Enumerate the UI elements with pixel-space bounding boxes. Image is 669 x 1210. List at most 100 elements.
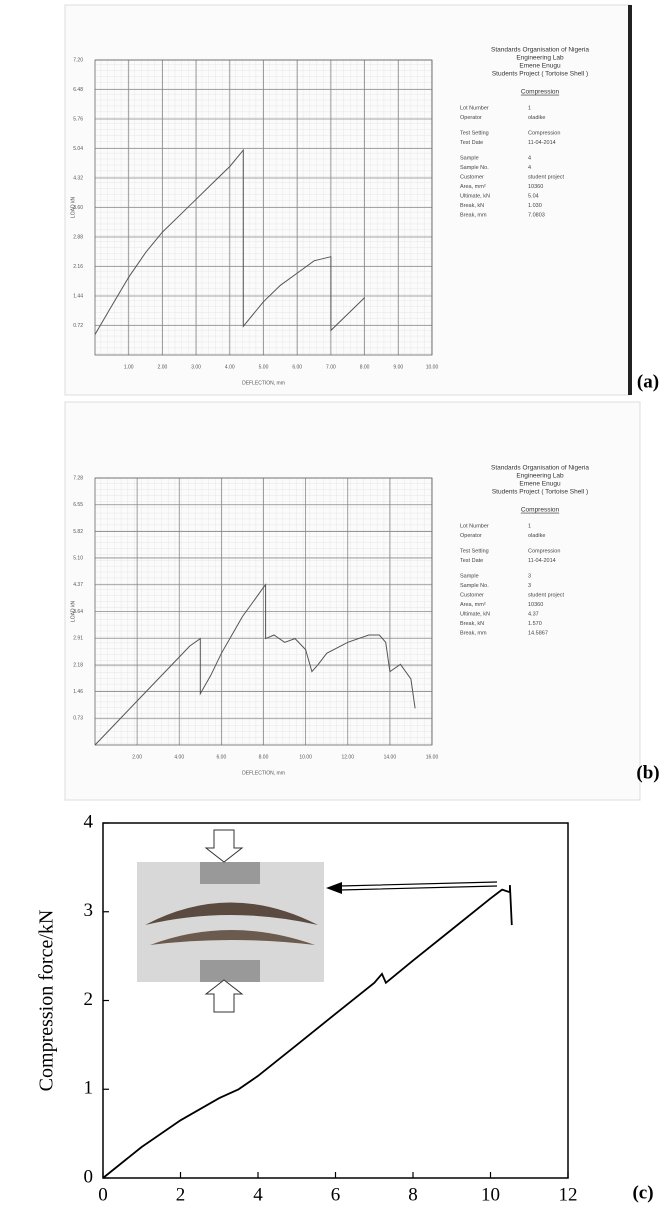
y-tick-label: 2.91 [73,636,83,642]
y-tick-label: 5.04 [73,146,83,152]
info-value: oladike [528,115,545,121]
x-tick-label: 10.00 [426,364,439,370]
info-key: Operator [460,115,482,121]
info-value: 5.04 [528,193,539,199]
y-tick-label: 4 [84,811,94,832]
x-tick-label: 6.00 [217,754,227,760]
info-key: Test Setting [460,130,489,136]
y-tick-label: 1.44 [73,293,83,299]
info-key: Sample [460,155,479,161]
info-key: Test Setting [460,548,489,554]
y-tick-label: 7.28 [73,475,83,481]
shell [145,902,318,925]
paper-edge [628,5,632,395]
annotation: Engineering Lab [516,473,564,480]
x-tick-label: 3.00 [191,364,201,370]
panel-label: (b) [636,762,659,783]
pointer [339,881,498,891]
info-key: Break, kN [460,621,484,627]
x-tick-label: 8 [408,1184,418,1205]
x-tick-label: 2.00 [132,754,142,760]
info-key: Sample No. [460,165,489,171]
info-key: Operator [460,533,482,539]
info-key: Ultimate, kN [460,193,490,199]
info-value: 4.37 [528,611,539,617]
plot-frame [94,59,433,356]
data-line [102,885,513,1179]
annotation: Standards Organisation of Nigeria [491,47,589,54]
x-tick-label: 16.00 [426,754,439,760]
shell [150,930,315,945]
x-tick-label: 8.00 [360,364,370,370]
info-heading: Compression [521,507,560,514]
info-value: 11-04-2014 [528,140,556,146]
x-tick-label: 5.00 [259,364,269,370]
info-value: 1 [528,523,531,529]
panel-label: (c) [632,1182,653,1203]
info-key: Customer [460,174,484,180]
y-tick-label: 6.48 [73,87,83,93]
y-tick-label: 0.73 [73,716,83,722]
y-tick-label: 2.18 [73,662,83,668]
info-key: Customer [460,592,484,598]
info-value: 1.570 [528,621,542,627]
x-tick-label: 0 [98,1184,108,1205]
data-line [94,148,365,335]
info-value: 10360 [528,602,543,608]
x-tick-label: 1.00 [124,364,134,370]
plot-frame [94,477,433,746]
info-value: 10360 [528,184,543,190]
info-heading: Compression [521,89,560,96]
x-tick-label: 2.00 [158,364,168,370]
x-tick-label: 8.00 [259,754,269,760]
y-tick-label: 5.76 [73,116,83,122]
y-tick-label: 3.60 [73,205,83,211]
info-value: Compression [528,130,560,136]
arrow-up [204,979,244,1013]
annotation: Emene Enugu [519,63,561,70]
info-value: 14.5867 [528,630,548,636]
y-tick-label: 4.37 [73,582,83,588]
x-tick-label: 10.00 [299,754,312,760]
x-tick-label: 10 [481,1184,500,1205]
info-value: 7.0803 [528,212,545,218]
inset-photo [137,829,498,1013]
y-tick-label: 1 [84,1078,94,1099]
info-key: Sample [460,573,479,579]
y-axis-label: Compression force/kN [36,910,58,1092]
info-value: 3 [528,573,531,579]
y-tick-label: 2.88 [73,234,83,240]
info-key: Break, mm [460,212,487,218]
annotation: Engineering Lab [516,55,564,62]
x-tick-label: 12 [559,1184,578,1205]
annotation: Emene Enugu [519,481,561,488]
info-key: Break, kN [460,203,484,209]
annotation: Standards Organisation of Nigeria [491,465,589,472]
y-tick-label: 0.72 [73,323,83,329]
annotation: Students Project ( Tortoise Shell ) [492,71,588,78]
pointer-head [326,882,342,894]
y-tick-label: 1.46 [73,689,83,695]
x-tick-label: 6 [331,1184,341,1205]
platen [200,960,260,982]
platen [200,862,260,884]
info-key: Test Date [460,558,483,564]
x-tick-label: 4.00 [174,754,184,760]
x-tick-label: 14.00 [384,754,397,760]
info-value: Compression [528,548,560,554]
y-tick-label: 4.32 [73,175,83,181]
y-tick-label: 0 [84,1166,94,1187]
info-value: student project [528,592,565,598]
info-key: Lot Number [460,105,489,111]
x-tick-label: 9.00 [393,364,403,370]
x-tick-label: 6.00 [292,364,302,370]
info-value: 4 [528,165,531,171]
info-key: Lot Number [460,523,489,529]
y-tick-label: 2 [84,989,94,1010]
y-tick-label: 7.20 [73,57,83,63]
annotation: Students Project ( Tortoise Shell ) [492,489,588,496]
info-key: Test Date [460,140,483,146]
info-key: Area, mm² [460,184,486,190]
y-axis-label: LOAD kN [70,197,76,219]
